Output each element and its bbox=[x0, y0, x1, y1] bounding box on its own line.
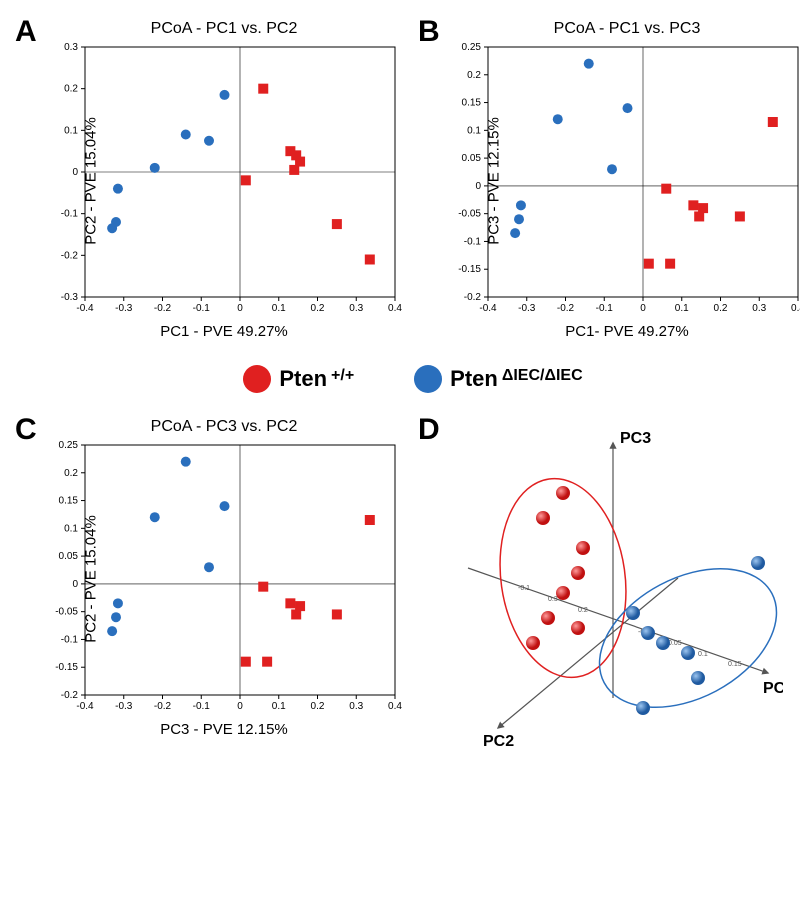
svg-text:0: 0 bbox=[475, 181, 481, 192]
panel-b-ylabel: PC3 - PVE 12.15% bbox=[485, 117, 502, 245]
svg-text:-0.1: -0.1 bbox=[61, 209, 79, 220]
legend-text-1: Pten bbox=[279, 366, 327, 391]
panel-b-label: B bbox=[418, 15, 440, 49]
panel-c-ylabel: PC2 - PVE 15.04% bbox=[82, 515, 99, 643]
svg-text:-0.4: -0.4 bbox=[76, 303, 94, 314]
svg-text:0.15: 0.15 bbox=[728, 661, 742, 668]
svg-text:0.4: 0.4 bbox=[388, 303, 402, 314]
svg-text:-0.1: -0.1 bbox=[596, 303, 614, 314]
svg-text:PC3: PC3 bbox=[620, 430, 651, 447]
legend-item-pten-diec: PtenΔIEC/ΔIEC bbox=[414, 365, 582, 393]
svg-text:-0.2: -0.2 bbox=[154, 303, 172, 314]
svg-text:0.2: 0.2 bbox=[64, 468, 78, 479]
svg-text:-0.1: -0.1 bbox=[61, 634, 79, 645]
panel-d: D PC1PC2PC3-0.050.050.10.150.20.3-0.1 bbox=[423, 418, 800, 753]
panel-d-label: D bbox=[418, 413, 440, 447]
panel-b: B PCoA - PC1 vs. PC3 PC3 - PVE 12.15% -0… bbox=[423, 20, 800, 340]
svg-text:-0.15: -0.15 bbox=[458, 264, 481, 275]
legend-sup-1: +/+ bbox=[331, 367, 354, 384]
svg-text:0.3: 0.3 bbox=[64, 42, 78, 53]
svg-text:-0.2: -0.2 bbox=[464, 292, 482, 303]
svg-text:-0.3: -0.3 bbox=[61, 292, 79, 303]
svg-text:0.4: 0.4 bbox=[791, 303, 800, 314]
panel-a-xlabel: PC1 - PVE 49.27% bbox=[45, 323, 403, 340]
svg-text:-0.2: -0.2 bbox=[557, 303, 575, 314]
svg-text:0.2: 0.2 bbox=[578, 607, 588, 614]
svg-text:0.25: 0.25 bbox=[59, 440, 79, 451]
svg-text:0.05: 0.05 bbox=[668, 640, 682, 647]
svg-text:0: 0 bbox=[72, 579, 78, 590]
svg-text:-0.1: -0.1 bbox=[193, 701, 211, 712]
svg-text:0: 0 bbox=[237, 303, 243, 314]
svg-text:0.1: 0.1 bbox=[675, 303, 689, 314]
svg-text:0.05: 0.05 bbox=[462, 153, 482, 164]
svg-text:-0.2: -0.2 bbox=[61, 250, 79, 261]
panel-b-xlabel: PC1- PVE 49.27% bbox=[448, 323, 800, 340]
svg-text:0.2: 0.2 bbox=[311, 701, 325, 712]
svg-text:PC2: PC2 bbox=[483, 733, 514, 748]
svg-text:0.3: 0.3 bbox=[349, 701, 363, 712]
panel-c-xlabel: PC3 - PVE 12.15% bbox=[45, 721, 403, 738]
svg-text:0.05: 0.05 bbox=[59, 551, 79, 562]
svg-text:0.2: 0.2 bbox=[311, 303, 325, 314]
svg-text:0.3: 0.3 bbox=[349, 303, 363, 314]
svg-text:0.1: 0.1 bbox=[467, 125, 481, 136]
legend-dot-red bbox=[243, 365, 271, 393]
panel-c: C PCoA - PC3 vs. PC2 PC2 - PVE 15.04% -0… bbox=[20, 418, 403, 753]
svg-text:PC1: PC1 bbox=[763, 680, 783, 697]
svg-text:0.4: 0.4 bbox=[388, 701, 402, 712]
svg-text:0.1: 0.1 bbox=[272, 303, 286, 314]
legend-dot-blue bbox=[414, 365, 442, 393]
panel-d-3d-plot: PC1PC2PC3-0.050.050.10.150.20.3-0.1 bbox=[433, 428, 783, 748]
svg-text:0.1: 0.1 bbox=[698, 651, 708, 658]
svg-text:-0.05: -0.05 bbox=[55, 607, 78, 618]
svg-text:-0.2: -0.2 bbox=[61, 690, 79, 701]
svg-text:-0.3: -0.3 bbox=[518, 303, 536, 314]
svg-text:-0.05: -0.05 bbox=[458, 209, 481, 220]
panel-a-label: A bbox=[15, 15, 37, 49]
legend-text-2: Pten bbox=[450, 366, 498, 391]
panel-a-title: PCoA - PC1 vs. PC2 bbox=[45, 20, 403, 38]
svg-text:0.3: 0.3 bbox=[752, 303, 766, 314]
legend-item-pten-wt: Pten+/+ bbox=[243, 365, 354, 393]
svg-text:0: 0 bbox=[640, 303, 646, 314]
panel-c-label: C bbox=[15, 413, 37, 447]
svg-text:-0.15: -0.15 bbox=[55, 662, 78, 673]
svg-text:0.2: 0.2 bbox=[714, 303, 728, 314]
svg-text:0.3: 0.3 bbox=[548, 596, 558, 603]
svg-text:-0.3: -0.3 bbox=[115, 303, 133, 314]
figure-grid: A PCoA - PC1 vs. PC2 PC2 - PVE 15.04% -0… bbox=[20, 20, 780, 753]
svg-text:0.2: 0.2 bbox=[64, 84, 78, 95]
svg-text:-0.4: -0.4 bbox=[479, 303, 497, 314]
panel-b-title: PCoA - PC1 vs. PC3 bbox=[448, 20, 800, 38]
svg-text:0: 0 bbox=[72, 167, 78, 178]
svg-text:0.1: 0.1 bbox=[64, 125, 78, 136]
panel-a: A PCoA - PC1 vs. PC2 PC2 - PVE 15.04% -0… bbox=[20, 20, 403, 340]
svg-text:-0.4: -0.4 bbox=[76, 701, 94, 712]
svg-text:0.1: 0.1 bbox=[272, 701, 286, 712]
svg-text:0.2: 0.2 bbox=[467, 70, 481, 81]
legend: Pten+/+ PtenΔIEC/ΔIEC bbox=[20, 350, 800, 408]
svg-text:-0.1: -0.1 bbox=[518, 585, 530, 592]
svg-text:-0.2: -0.2 bbox=[154, 701, 172, 712]
svg-text:-0.3: -0.3 bbox=[115, 701, 133, 712]
svg-text:-0.1: -0.1 bbox=[464, 236, 482, 247]
legend-sup-2: ΔIEC/ΔIEC bbox=[502, 367, 583, 384]
svg-text:-0.1: -0.1 bbox=[193, 303, 211, 314]
svg-text:0.25: 0.25 bbox=[462, 42, 482, 53]
svg-text:0.15: 0.15 bbox=[462, 98, 482, 109]
panel-a-ylabel: PC2 - PVE 15.04% bbox=[82, 117, 99, 245]
svg-text:0.15: 0.15 bbox=[59, 496, 79, 507]
panel-c-title: PCoA - PC3 vs. PC2 bbox=[45, 418, 403, 436]
svg-text:0.1: 0.1 bbox=[64, 523, 78, 534]
svg-text:0: 0 bbox=[237, 701, 243, 712]
